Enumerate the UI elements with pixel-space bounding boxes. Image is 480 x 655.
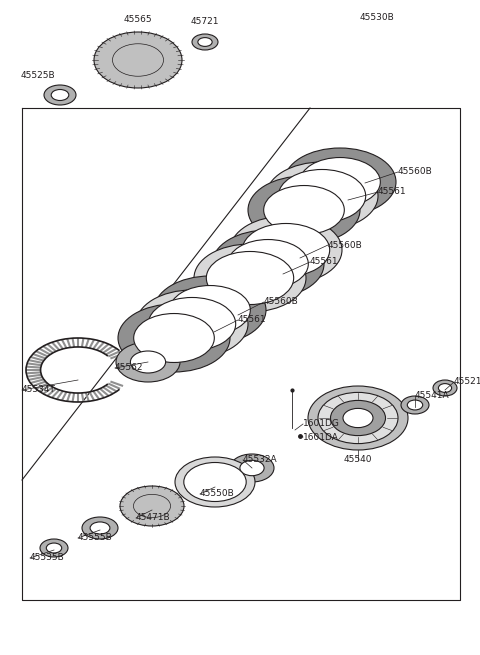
Ellipse shape: [46, 543, 62, 553]
Ellipse shape: [408, 400, 423, 410]
Ellipse shape: [154, 276, 266, 344]
Ellipse shape: [331, 400, 385, 436]
Ellipse shape: [266, 162, 378, 230]
Text: 45561: 45561: [310, 257, 338, 267]
Ellipse shape: [206, 252, 294, 305]
Text: 45540: 45540: [344, 455, 372, 464]
Ellipse shape: [51, 90, 69, 100]
Ellipse shape: [308, 386, 408, 450]
Ellipse shape: [133, 314, 214, 362]
Ellipse shape: [194, 244, 306, 312]
Ellipse shape: [242, 223, 330, 276]
Text: 45525B: 45525B: [21, 71, 55, 79]
Ellipse shape: [94, 32, 182, 88]
Ellipse shape: [44, 85, 76, 105]
Ellipse shape: [40, 539, 68, 557]
Ellipse shape: [90, 522, 110, 534]
Ellipse shape: [184, 462, 246, 502]
Ellipse shape: [278, 170, 366, 223]
Ellipse shape: [138, 497, 167, 515]
Ellipse shape: [175, 457, 255, 507]
Ellipse shape: [212, 230, 324, 298]
Ellipse shape: [433, 380, 457, 396]
Ellipse shape: [264, 185, 344, 234]
Ellipse shape: [228, 240, 308, 288]
Ellipse shape: [136, 290, 248, 358]
Ellipse shape: [192, 34, 218, 50]
Text: 45532A: 45532A: [243, 455, 277, 464]
Ellipse shape: [240, 460, 264, 476]
Ellipse shape: [170, 286, 251, 335]
Text: 45521T: 45521T: [454, 377, 480, 386]
Text: 45561: 45561: [238, 316, 266, 324]
Text: 45541A: 45541A: [415, 392, 450, 400]
Text: 45560B: 45560B: [328, 240, 363, 250]
Ellipse shape: [120, 486, 184, 526]
Ellipse shape: [148, 297, 236, 350]
Ellipse shape: [118, 304, 230, 372]
Text: 45565: 45565: [124, 16, 152, 24]
Ellipse shape: [131, 351, 166, 373]
Ellipse shape: [343, 409, 373, 428]
Ellipse shape: [118, 47, 158, 73]
Ellipse shape: [82, 517, 118, 539]
Text: 45471B: 45471B: [136, 514, 170, 523]
Ellipse shape: [230, 454, 274, 482]
Ellipse shape: [116, 342, 180, 382]
Text: 45550B: 45550B: [200, 489, 235, 498]
Ellipse shape: [198, 37, 212, 47]
Ellipse shape: [438, 384, 452, 392]
Text: 45560B: 45560B: [398, 168, 433, 176]
Text: 1601DA: 1601DA: [303, 432, 339, 441]
Ellipse shape: [133, 495, 170, 517]
Text: 45534T: 45534T: [22, 386, 56, 394]
Text: 45562: 45562: [115, 364, 144, 373]
Text: 45560B: 45560B: [264, 297, 299, 307]
Text: 45530B: 45530B: [360, 14, 395, 22]
Ellipse shape: [318, 392, 398, 443]
Text: 45561: 45561: [378, 187, 407, 196]
Text: 45721: 45721: [191, 18, 219, 26]
Ellipse shape: [112, 44, 164, 76]
Ellipse shape: [284, 148, 396, 216]
Ellipse shape: [300, 157, 380, 206]
Ellipse shape: [230, 216, 342, 284]
Ellipse shape: [248, 176, 360, 244]
Ellipse shape: [401, 396, 429, 414]
Text: 45555B: 45555B: [78, 534, 113, 542]
Text: 1601DG: 1601DG: [303, 419, 340, 428]
Text: 45535B: 45535B: [30, 553, 65, 563]
